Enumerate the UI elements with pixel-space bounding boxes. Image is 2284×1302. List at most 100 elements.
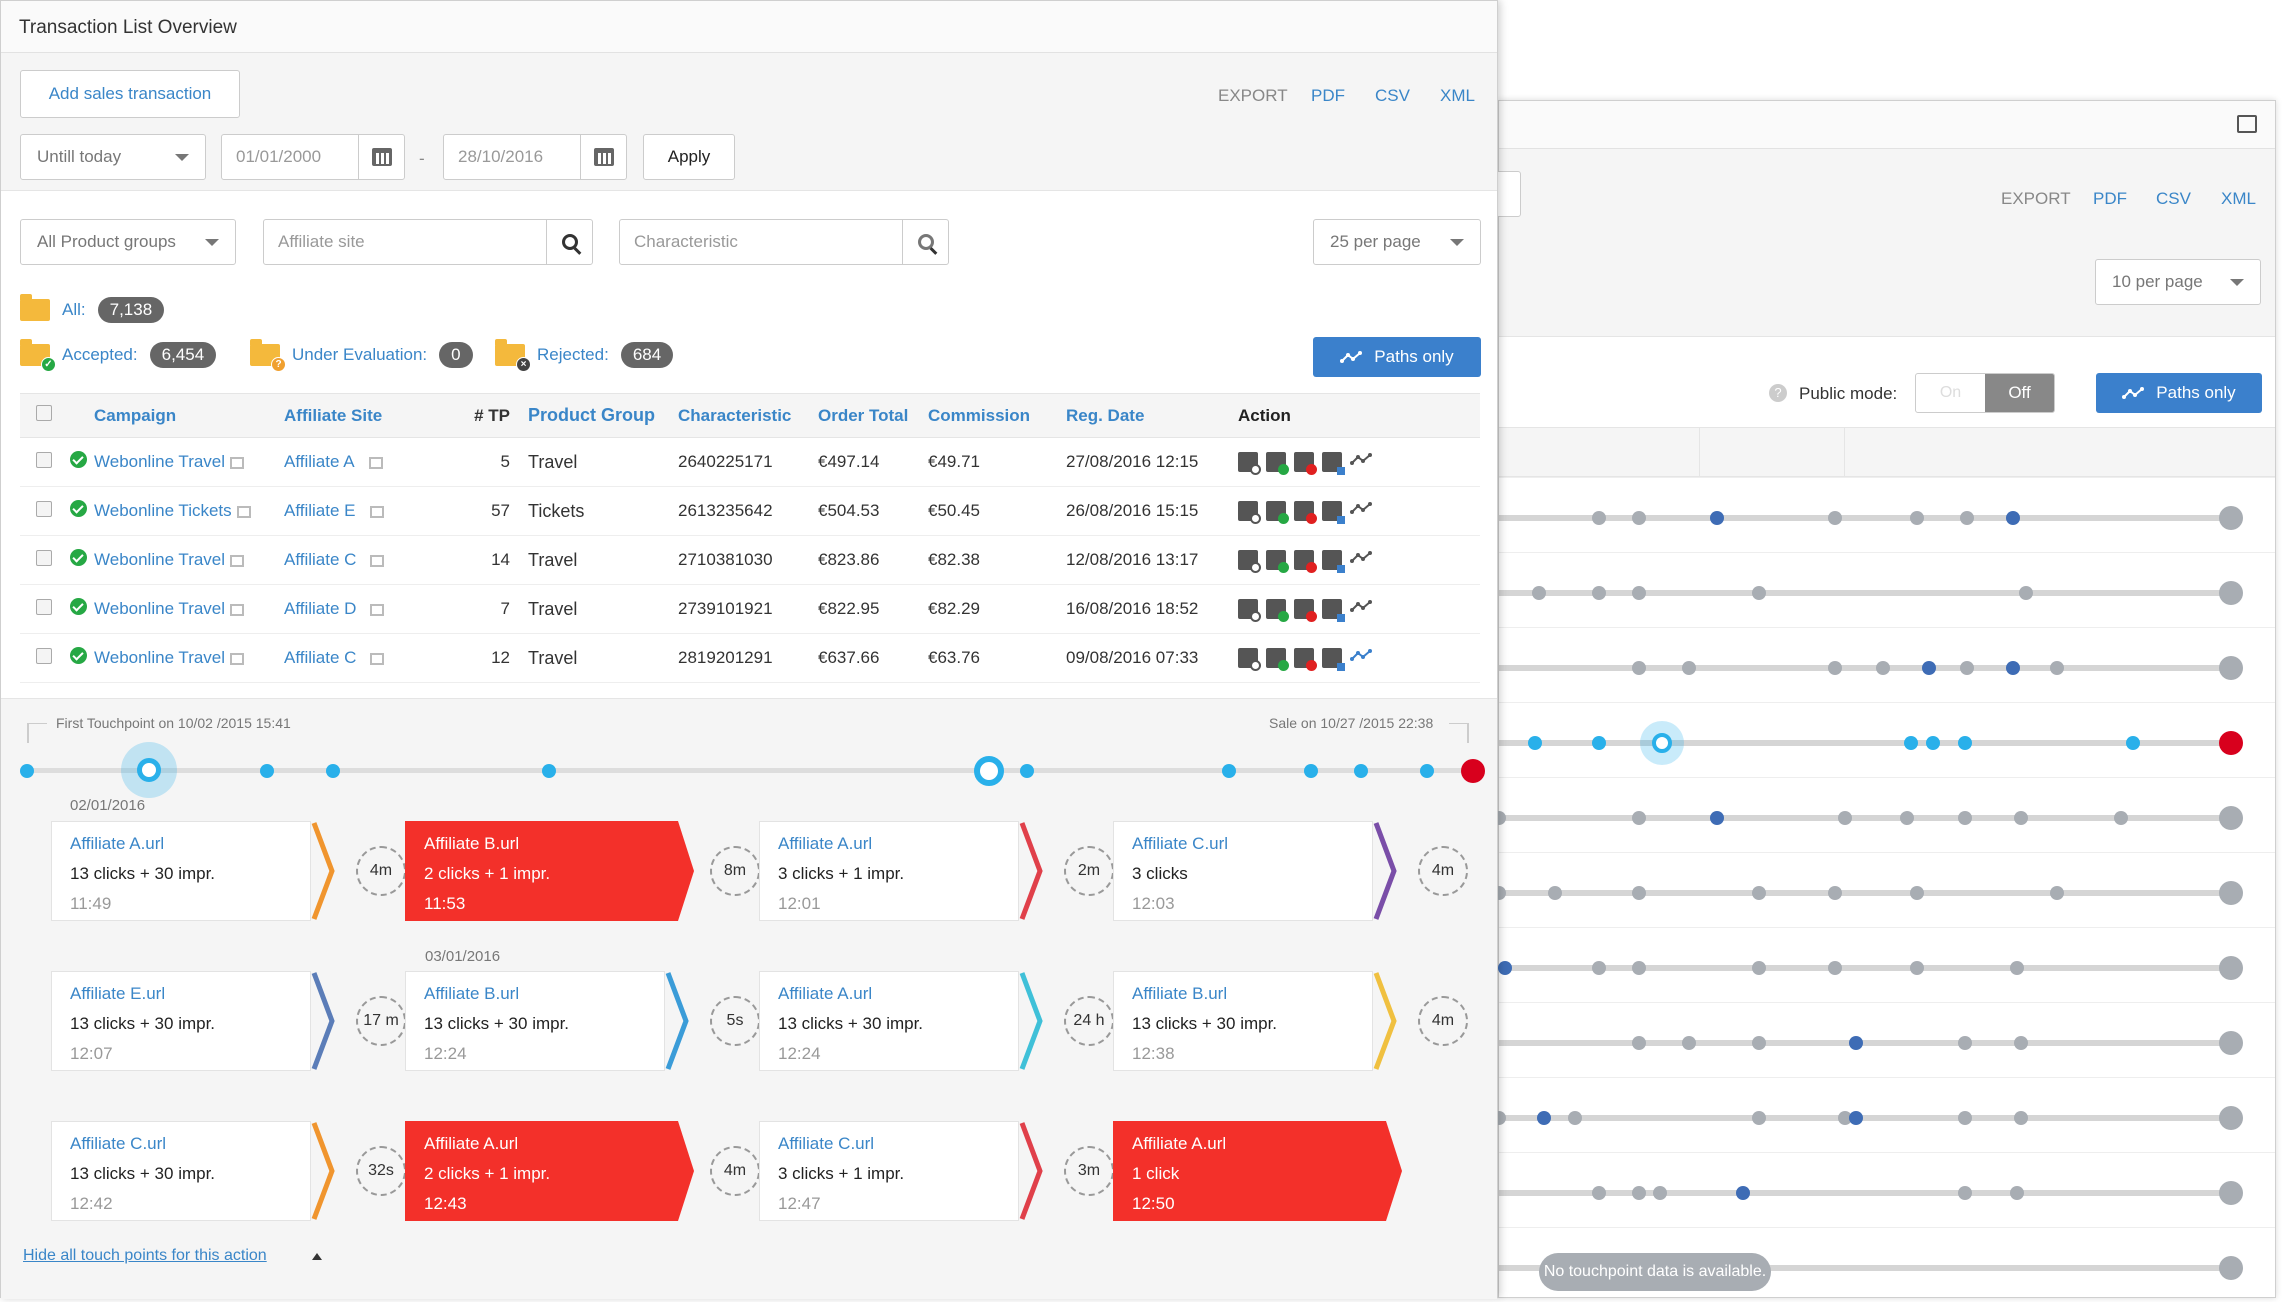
external-link-icon[interactable]: [230, 603, 245, 616]
row-checkbox[interactable]: [36, 549, 52, 566]
timeline-row[interactable]: [1499, 552, 2275, 627]
edit-icon[interactable]: [1322, 550, 1345, 573]
touchpoint-dot[interactable]: [1752, 1036, 1766, 1050]
touchpoint-url[interactable]: Affiliate B.url: [424, 984, 520, 1003]
touchpoint-dot[interactable]: [1548, 886, 1562, 900]
touchpoint-dot[interactable]: [260, 764, 274, 778]
touchpoint-dot[interactable]: [1592, 961, 1606, 975]
touchpoint-url[interactable]: Affiliate A.url: [424, 1134, 519, 1153]
touchpoint-card[interactable]: Affiliate C.url 3 clicks + 1 impr. 12:47: [759, 1121, 1019, 1221]
timeline-row[interactable]: [1499, 1002, 2275, 1077]
touchpoint-dot[interactable]: [1752, 886, 1766, 900]
touchpoint-dot[interactable]: [1528, 736, 1542, 750]
help-icon[interactable]: ?: [1769, 384, 1787, 402]
touchpoint-dot[interactable]: [1828, 511, 1842, 525]
end-dot[interactable]: [2219, 956, 2243, 980]
campaign-link[interactable]: Webonline Tickets: [94, 501, 232, 520]
touchpoint-dot[interactable]: [1532, 586, 1546, 600]
touchpoint-dot[interactable]: [1632, 511, 1646, 525]
touchpoint-dot[interactable]: [1498, 961, 1512, 975]
touchpoint-dot[interactable]: [2014, 1111, 2028, 1125]
touchpoint-card[interactable]: Affiliate B.url 2 clicks + 1 impr. 11:53: [405, 821, 665, 921]
touchpoint-dot[interactable]: [1900, 811, 1914, 825]
end-dot[interactable]: [2219, 656, 2243, 680]
touchpoint-dot[interactable]: [1960, 661, 1974, 675]
table-row[interactable]: Webonline Travel Affiliate C 14 Travel 27103…: [20, 535, 1480, 585]
touchpoint-dot[interactable]: [1354, 764, 1368, 778]
touchpoint-dot[interactable]: [1682, 1036, 1696, 1050]
touchpoint-dot[interactable]: [2010, 1186, 2024, 1200]
affiliate-site-link[interactable]: Affiliate C: [284, 550, 357, 569]
accept-icon[interactable]: [1266, 599, 1289, 622]
touchpoint-url[interactable]: Affiliate E.url: [70, 984, 166, 1003]
affiliate-site-link[interactable]: Affiliate D: [284, 599, 357, 618]
touchpoint-dot[interactable]: [542, 764, 556, 778]
back-export-csv[interactable]: CSV: [2156, 189, 2191, 208]
touchpoint-dot[interactable]: [1922, 661, 1936, 675]
touchpoint-dot[interactable]: [1958, 1036, 1972, 1050]
touchpoint-dot[interactable]: [1632, 886, 1646, 900]
touchpoint-dot[interactable]: [1653, 1186, 1667, 1200]
apply-button[interactable]: Apply: [643, 134, 735, 180]
paths-only-button[interactable]: Paths only: [1313, 337, 1481, 377]
table-row[interactable]: Webonline Tickets Affiliate E 57 Tickets 261…: [20, 486, 1480, 536]
touchpoint-dot[interactable]: [20, 764, 34, 778]
toggle-off[interactable]: Off: [1985, 374, 2054, 412]
selected-touchpoint[interactable]: [1640, 721, 1684, 765]
path-icon[interactable]: [1350, 550, 1372, 564]
touchpoint-dot[interactable]: [1682, 661, 1696, 675]
touchpoint-dot[interactable]: [1958, 811, 1972, 825]
touchpoint-dot[interactable]: [2050, 661, 2064, 675]
touchpoint-dot[interactable]: [1849, 1036, 1863, 1050]
row-checkbox[interactable]: [36, 647, 52, 664]
period-select[interactable]: Untill today: [20, 134, 206, 180]
reject-icon[interactable]: [1294, 648, 1317, 671]
col-order-total[interactable]: Order Total: [818, 393, 928, 438]
affiliate-site-link[interactable]: Affiliate A: [284, 452, 355, 471]
external-link-icon[interactable]: [236, 505, 251, 518]
reject-icon[interactable]: [1294, 550, 1317, 573]
col-commission[interactable]: Commission: [928, 393, 1066, 438]
touchpoint-dot[interactable]: [1960, 511, 1974, 525]
path-icon[interactable]: [1350, 599, 1372, 613]
touchpoint-url[interactable]: Affiliate B.url: [1132, 984, 1228, 1003]
touchpoint-dot[interactable]: [1910, 961, 1924, 975]
touchpoint-dot[interactable]: [2006, 661, 2020, 675]
external-link-icon[interactable]: [230, 554, 245, 567]
col-characteristic[interactable]: Characteristic: [678, 393, 818, 438]
stat-accepted[interactable]: ✓ Accepted: 6,454: [20, 339, 217, 372]
touchpoint-dot[interactable]: [1568, 1111, 1582, 1125]
date-from-input[interactable]: 01/01/2000: [221, 134, 405, 180]
touchpoint-url[interactable]: Affiliate A.url: [70, 834, 165, 853]
end-dot[interactable]: [2219, 506, 2243, 530]
touchpoint-dot[interactable]: [2014, 811, 2028, 825]
touchpoint-dot[interactable]: [1849, 1111, 1863, 1125]
view-details-icon[interactable]: [1238, 550, 1261, 573]
touchpoint-dot[interactable]: [1020, 764, 1034, 778]
accept-icon[interactable]: [1266, 648, 1289, 671]
first-touchpoint-marker[interactable]: [121, 742, 177, 798]
path-icon[interactable]: [1350, 452, 1372, 466]
date-to-input[interactable]: 28/10/2016: [443, 134, 627, 180]
touchpoint-dot[interactable]: [326, 764, 340, 778]
reject-icon[interactable]: [1294, 599, 1317, 622]
touchpoint-dot[interactable]: [1736, 1186, 1750, 1200]
touchpoint-card[interactable]: Affiliate A.url 2 clicks + 1 impr. 12:43: [405, 1121, 665, 1221]
row-checkbox[interactable]: [36, 500, 52, 517]
touchpoint-dot[interactable]: [1592, 736, 1606, 750]
external-link-icon[interactable]: [369, 505, 384, 518]
export-csv[interactable]: CSV: [1375, 86, 1410, 105]
touchpoint-url[interactable]: Affiliate C.url: [778, 1134, 875, 1153]
stat-rejected[interactable]: × Rejected: 684: [495, 339, 674, 372]
touchpoint-url[interactable]: Affiliate C.url: [70, 1134, 167, 1153]
touchpoint-url[interactable]: Affiliate A.url: [778, 834, 873, 853]
touchpoint-dot[interactable]: [1710, 511, 1724, 525]
selected-touchpoint-marker[interactable]: [974, 756, 1004, 786]
touchpoint-dot[interactable]: [1222, 764, 1236, 778]
touchpoint-url[interactable]: Affiliate C.url: [1132, 834, 1229, 853]
public-mode-toggle[interactable]: On Off: [1915, 373, 2055, 413]
end-dot[interactable]: [2219, 1106, 2243, 1130]
touchpoint-dot[interactable]: [2014, 1036, 2028, 1050]
campaign-link[interactable]: Webonline Travel: [94, 550, 226, 569]
touchpoint-dot[interactable]: [2010, 961, 2024, 975]
